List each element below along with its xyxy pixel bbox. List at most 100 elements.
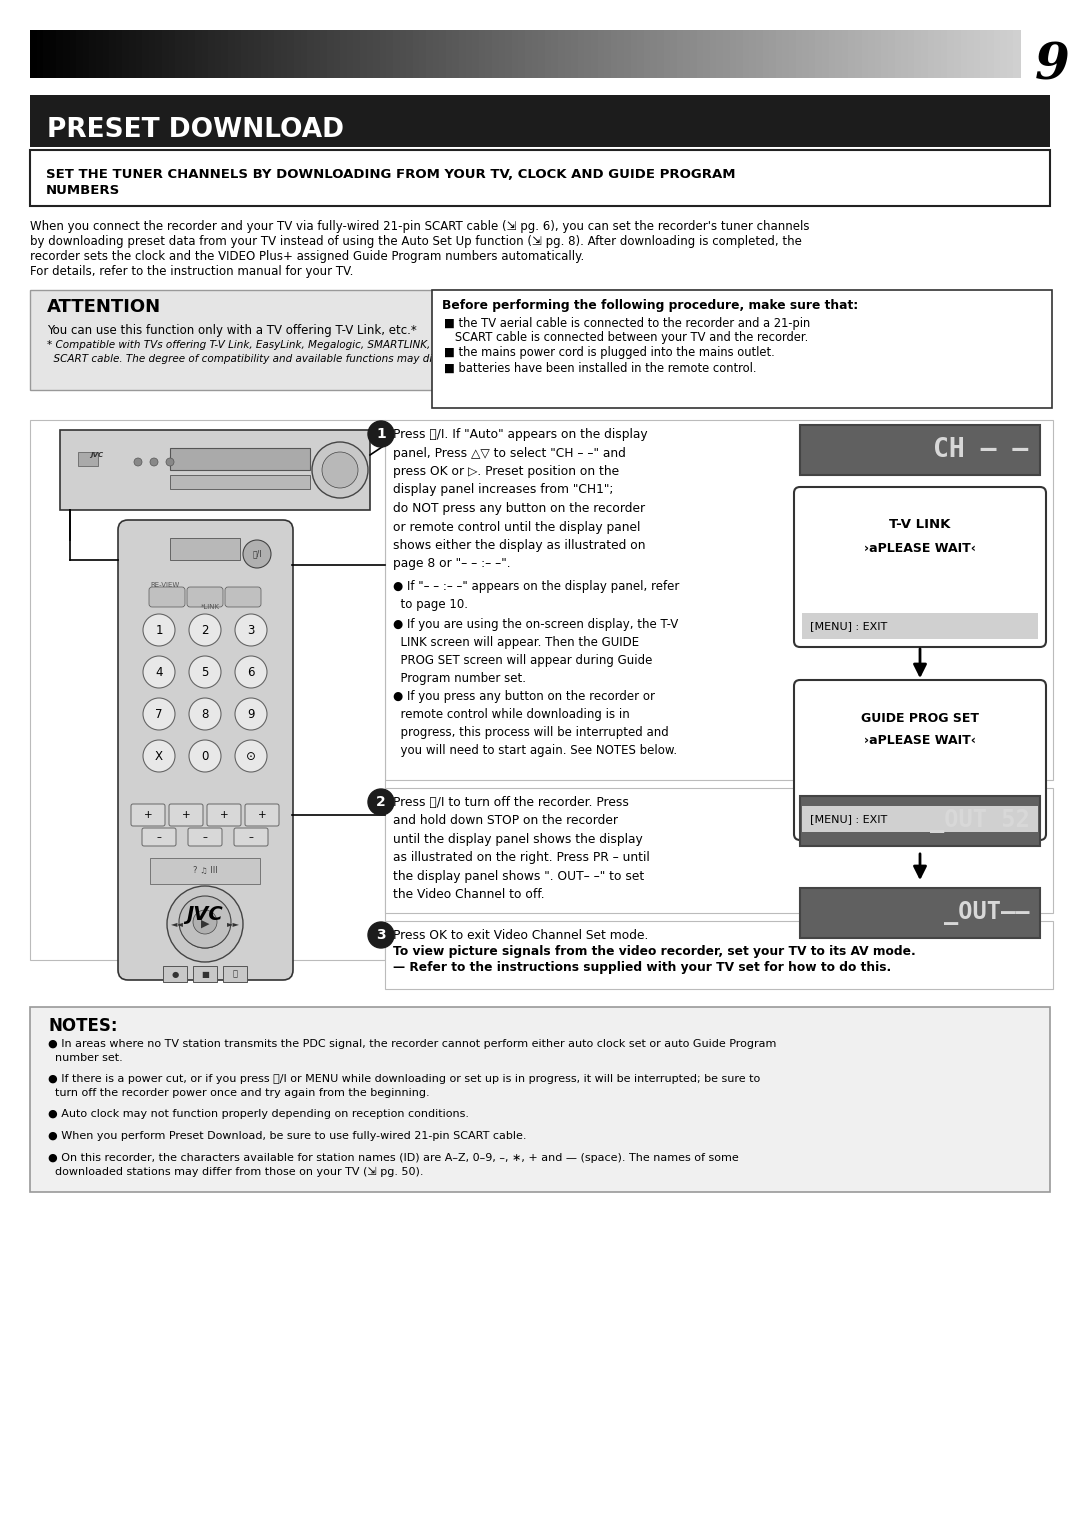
Bar [122,31,130,78]
Circle shape [368,789,394,815]
Text: ⊙: ⊙ [246,749,256,763]
Bar [789,31,797,78]
Text: ● When you perform Preset Download, be sure to use fully-wired 21-pin SCART cabl: ● When you perform Preset Download, be s… [48,1131,527,1141]
Bar [671,31,678,78]
Text: ● If you are using the on-screen display, the T-V
  LINK screen will appear. The: ● If you are using the on-screen display… [393,618,678,685]
Bar [366,31,374,78]
Bar [287,31,295,78]
Bar [384,922,1053,989]
Bar [756,31,764,78]
Bar [321,31,328,78]
Bar [156,31,163,78]
Bar [855,31,863,78]
Bar [446,31,454,78]
Bar [300,31,308,78]
Bar [802,806,1038,832]
Bar [50,31,57,78]
Bar [800,888,1040,938]
Text: — Refer to the instructions supplied with your TV set for how to do this.: — Refer to the instructions supplied wit… [393,961,891,974]
Bar [274,31,282,78]
Text: ● If there is a power cut, or if you press ⏻/I or MENU while downloading or set : ● If there is a power cut, or if you pre… [48,1074,760,1099]
Text: For details, refer to the instruction manual for your TV.: For details, refer to the instruction ma… [30,266,353,278]
Circle shape [150,458,158,465]
Bar [663,31,671,78]
Bar [835,31,842,78]
Bar [143,31,150,78]
Bar [83,31,91,78]
Bar [690,31,698,78]
Bar [453,31,460,78]
Text: *LINK: *LINK [201,604,219,610]
Bar [103,31,110,78]
Text: JVC: JVC [90,452,103,458]
Bar [611,31,619,78]
Circle shape [235,613,267,645]
Circle shape [312,443,368,497]
Text: JVC: JVC [187,905,224,925]
Bar [618,31,625,78]
Bar [775,31,783,78]
Text: ◄◄: ◄◄ [171,920,184,928]
Bar [987,31,995,78]
Bar [868,31,876,78]
Bar [380,31,388,78]
Bar [743,31,751,78]
Bar [921,31,929,78]
Text: _OUT––: _OUT–– [945,900,1030,925]
FancyBboxPatch shape [188,829,222,845]
Circle shape [235,740,267,772]
Bar [684,31,691,78]
Text: 9: 9 [247,708,255,720]
Bar [353,31,361,78]
Bar [802,31,810,78]
Bar [340,31,348,78]
Bar [934,31,942,78]
Text: 0: 0 [201,749,208,763]
Text: 1: 1 [376,427,386,441]
Text: 2: 2 [376,795,386,809]
Bar [472,31,480,78]
Bar [981,31,988,78]
Text: +: + [258,810,267,819]
Bar [170,449,310,470]
Bar [149,31,157,78]
Text: –: – [157,832,161,842]
Bar [419,31,427,78]
Text: PRESET DOWNLOAD: PRESET DOWNLOAD [48,118,345,143]
FancyBboxPatch shape [118,520,293,980]
Text: 3: 3 [376,928,386,942]
Text: You can use this function only with a TV offering T-V Link, etc.*: You can use this function only with a TV… [48,324,417,337]
FancyBboxPatch shape [141,829,176,845]
Bar [565,31,572,78]
Bar [221,31,229,78]
Bar [261,31,269,78]
Text: NOTES:: NOTES: [48,1016,118,1035]
Text: NUMBERS: NUMBERS [46,185,120,197]
Bar [63,31,70,78]
Bar [215,31,222,78]
Bar [360,31,367,78]
Bar [591,31,598,78]
Bar [60,430,370,510]
Text: ● In areas where no TV station transmits the PDC signal, the recorder cannot per: ● In areas where no TV station transmits… [48,1039,777,1064]
Bar [255,31,262,78]
Bar [347,31,354,78]
Bar [800,426,1040,475]
Bar [30,290,710,391]
Text: –: – [203,832,207,842]
Bar [294,31,301,78]
Circle shape [193,909,217,934]
Text: +: + [144,810,152,819]
Bar [129,31,136,78]
FancyBboxPatch shape [794,487,1047,647]
Text: 3: 3 [247,624,255,636]
Bar [426,31,433,78]
Bar [782,31,789,78]
Bar [723,31,730,78]
Bar [974,31,982,78]
Circle shape [166,458,174,465]
Bar [96,31,104,78]
Bar [327,31,335,78]
Text: [MENU] : EXIT: [MENU] : EXIT [810,621,888,630]
Bar [30,31,38,78]
